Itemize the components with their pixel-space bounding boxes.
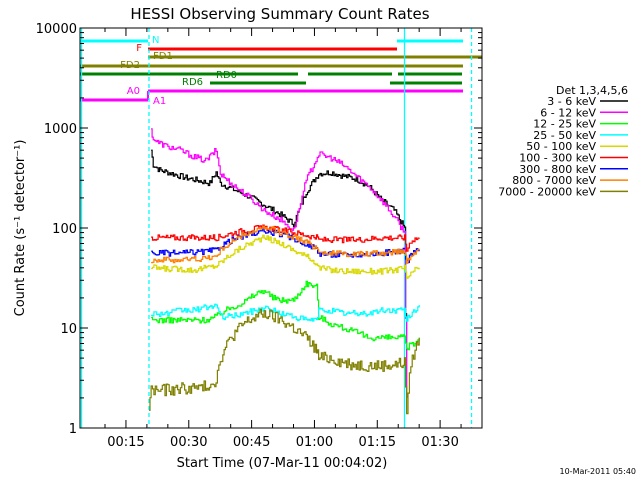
state-label-a0: A0: [127, 86, 140, 97]
state-label-n: N: [152, 35, 159, 46]
y-tick-label: 1000: [44, 122, 77, 137]
legend-entry-label: 25 - 50 keV: [533, 129, 596, 142]
state-bars: [80, 39, 482, 102]
y-tick-label: 10: [60, 322, 77, 337]
x-tick-label: 01:30: [421, 435, 458, 450]
state-labels: NF FD1 FD2 RD0 RD6 A0 A1: [120, 35, 237, 107]
legend-entry-label: 12 - 25 keV: [533, 118, 596, 131]
state-label-f: F: [136, 43, 142, 54]
y-axis: 1 10 100 1000 10000: [36, 22, 482, 437]
legend-entry-label: 800 - 7000 keV: [512, 174, 596, 187]
x-tick-label: 00:30: [170, 435, 207, 450]
series-line-8: [149, 308, 420, 415]
legend-entry-label: 50 - 100 keV: [526, 140, 596, 153]
y-tick-label: 1: [69, 422, 77, 437]
x-tick-label: 01:15: [359, 435, 396, 450]
state-label-a1: A1: [153, 96, 166, 107]
state-label-fd1: FD1: [153, 51, 173, 62]
series-line-7: [151, 225, 420, 264]
series-line-4: [151, 234, 420, 279]
footer-timestamp: 10-Mar-2011 05:40: [560, 467, 637, 476]
series-line-0: [151, 149, 408, 398]
series-line-5: [151, 224, 420, 252]
state-label-fd2: FD2: [120, 60, 140, 71]
y-tick-label: 10000: [36, 22, 77, 37]
x-axis-label: Start Time (07-Mar-11 00:04:02): [177, 456, 388, 471]
series-lines: [149, 128, 420, 415]
chart-title: HESSI Observing Summary Count Rates: [130, 5, 429, 23]
state-label-rd0: RD0: [216, 70, 237, 81]
y-axis-label: Count Rate (s⁻¹ detector⁻¹): [13, 140, 28, 317]
y-tick-label: 100: [52, 222, 77, 237]
legend-entry-label: 100 - 300 keV: [519, 152, 596, 165]
legend-entry-label: 3 - 6 keV: [547, 95, 596, 108]
x-axis: 00:15 00:30 00:45 01:00 01:15 01:30: [104, 28, 462, 450]
series-line-2: [151, 280, 420, 351]
legend-entry-label: 7000 - 20000 keV: [498, 185, 596, 198]
x-tick-label: 01:00: [296, 435, 333, 450]
legend-header: Det 1,3,4,5,6: [556, 84, 628, 97]
x-tick-label: 00:15: [107, 435, 144, 450]
legend-entry-label: 300 - 800 keV: [519, 163, 596, 176]
series-line-3: [151, 303, 420, 322]
x-tick-label: 00:45: [233, 435, 270, 450]
state-label-rd6: RD6: [182, 77, 203, 88]
legend-entry-label: 6 - 12 keV: [540, 106, 596, 119]
series-line-1: [151, 128, 408, 398]
